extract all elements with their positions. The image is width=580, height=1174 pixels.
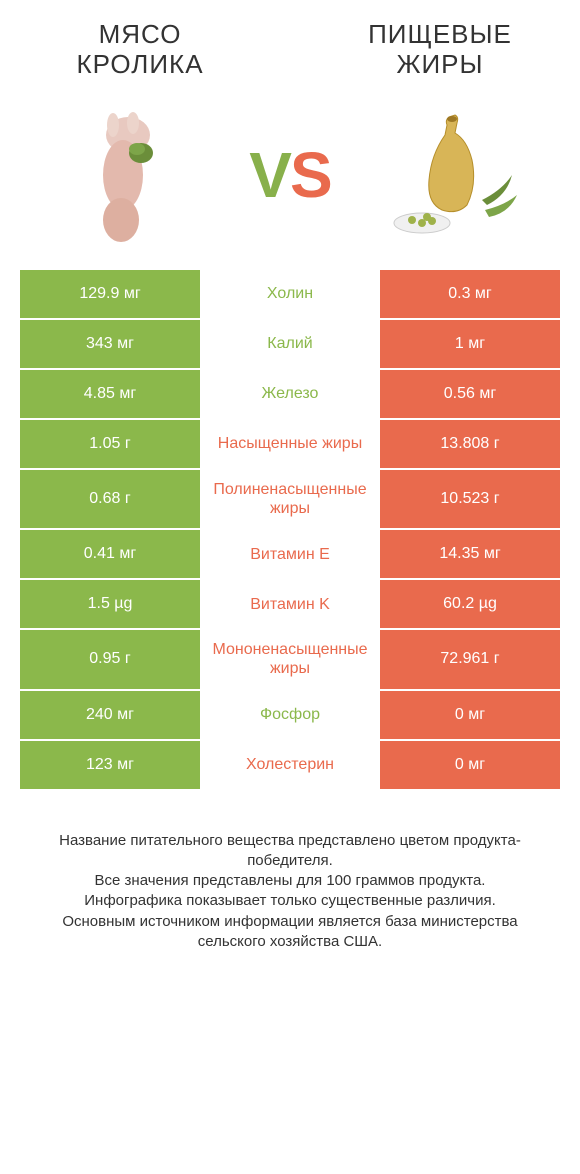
comparison-table: 129.9 мгХолин0.3 мг343 мгКалий1 мг4.85 м…: [20, 270, 560, 791]
right-value-cell: 72.961 г: [380, 630, 560, 688]
right-value-cell: 0.56 мг: [380, 370, 560, 418]
rabbit-meat-icon: [73, 105, 183, 245]
left-value-cell: 1.5 µg: [20, 580, 200, 628]
right-value-cell: 0 мг: [380, 741, 560, 789]
footer-line-2: Все значения представлены для 100 граммо…: [30, 871, 550, 891]
nutrient-name-cell: Полиненасыщенные жиры: [200, 470, 380, 528]
nutrient-name-cell: Насыщенные жиры: [200, 420, 380, 468]
table-row: 129.9 мгХолин0.3 мг: [20, 270, 560, 320]
nutrient-name-cell: Холестерин: [200, 741, 380, 789]
right-value-cell: 0 мг: [380, 691, 560, 739]
nutrient-name-cell: Фосфор: [200, 691, 380, 739]
right-value-cell: 10.523 г: [380, 470, 560, 528]
table-row: 1.5 µgВитамин K60.2 µg: [20, 580, 560, 630]
right-product-image: [377, 100, 527, 250]
infographic-container: МЯСО КРОЛИКА ПИЩЕВЫЕ ЖИРЫ VS: [0, 0, 580, 972]
left-value-cell: 0.95 г: [20, 630, 200, 688]
right-value-cell: 1 мг: [380, 320, 560, 368]
table-row: 0.95 гМононенасыщенные жиры72.961 г: [20, 630, 560, 690]
left-product-title: МЯСО КРОЛИКА: [40, 20, 240, 80]
footer-line-1: Название питательного вещества представл…: [30, 831, 550, 872]
table-row: 123 мгХолестерин0 мг: [20, 741, 560, 791]
oil-bottle-icon: [377, 105, 527, 245]
vs-s-letter: S: [290, 139, 331, 211]
table-row: 0.41 мгВитамин E14.35 мг: [20, 530, 560, 580]
images-row: VS: [0, 90, 580, 270]
left-value-cell: 240 мг: [20, 691, 200, 739]
table-row: 240 мгФосфор0 мг: [20, 691, 560, 741]
left-value-cell: 343 мг: [20, 320, 200, 368]
right-product-title: ПИЩЕВЫЕ ЖИРЫ: [340, 20, 540, 80]
footer-notes: Название питательного вещества представл…: [0, 791, 580, 973]
left-value-cell: 123 мг: [20, 741, 200, 789]
vs-label: VS: [249, 138, 330, 212]
right-value-cell: 14.35 мг: [380, 530, 560, 578]
nutrient-name-cell: Мононенасыщенные жиры: [200, 630, 380, 688]
header-row: МЯСО КРОЛИКА ПИЩЕВЫЕ ЖИРЫ: [0, 0, 580, 90]
right-value-cell: 60.2 µg: [380, 580, 560, 628]
table-row: 0.68 гПолиненасыщенные жиры10.523 г: [20, 470, 560, 530]
table-row: 1.05 гНасыщенные жиры13.808 г: [20, 420, 560, 470]
right-value-cell: 13.808 г: [380, 420, 560, 468]
table-row: 4.85 мгЖелезо0.56 мг: [20, 370, 560, 420]
nutrient-name-cell: Калий: [200, 320, 380, 368]
nutrient-name-cell: Холин: [200, 270, 380, 318]
footer-line-3: Инфографика показывает только существенн…: [30, 891, 550, 911]
vs-v-letter: V: [249, 139, 290, 211]
nutrient-name-cell: Железо: [200, 370, 380, 418]
footer-line-4: Основным источником информации является …: [30, 912, 550, 953]
table-row: 343 мгКалий1 мг: [20, 320, 560, 370]
left-product-image: [53, 100, 203, 250]
left-value-cell: 4.85 мг: [20, 370, 200, 418]
nutrient-name-cell: Витамин K: [200, 580, 380, 628]
left-value-cell: 0.41 мг: [20, 530, 200, 578]
left-value-cell: 0.68 г: [20, 470, 200, 528]
nutrient-name-cell: Витамин E: [200, 530, 380, 578]
left-value-cell: 1.05 г: [20, 420, 200, 468]
right-value-cell: 0.3 мг: [380, 270, 560, 318]
left-value-cell: 129.9 мг: [20, 270, 200, 318]
